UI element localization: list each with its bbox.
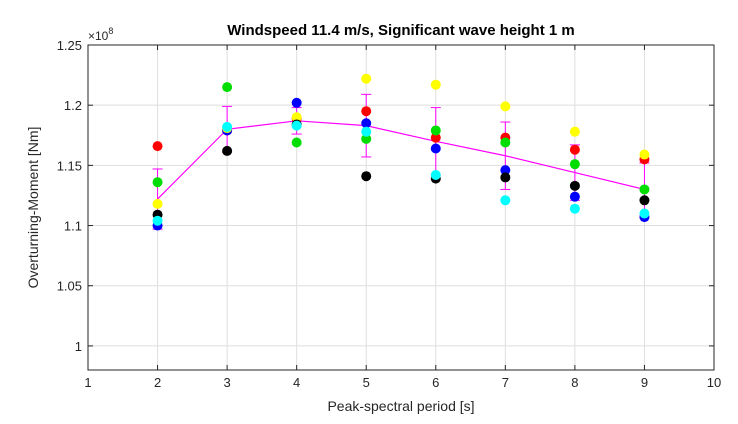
axes-box [87,44,715,371]
y-axis-label: Overturning-Moment [Nm] [25,127,41,289]
data-point [500,195,511,206]
data-point [569,191,580,202]
chart-title: Windspeed 11.4 m/s, Significant wave hei… [227,22,574,39]
data-point [152,215,163,226]
data-point [430,79,441,90]
data-point [500,165,511,176]
y-exponent-label: ×108 [88,26,113,43]
x-tick-label: 7 [502,375,509,390]
data-point [361,171,372,182]
data-point [152,177,163,188]
axes [87,44,715,371]
x-tick-label: 4 [293,375,300,390]
data-point [152,198,163,209]
data-point [361,118,372,129]
data-point [222,145,233,156]
data-point [222,121,233,132]
data-point [152,141,163,152]
data-point [291,137,302,148]
plot-area [88,45,714,370]
y-tick-label: 1.15 [57,158,82,173]
y-tick-label: 1.25 [57,38,82,53]
x-tick-label: 10 [707,375,721,390]
data-point [639,208,650,219]
data-point [361,133,372,144]
data-point [222,82,233,93]
data-point [430,143,441,154]
data-point [430,170,441,180]
data-point [569,180,580,191]
tick-labels: 1 2 3 4 5 6 7 8 9 10 1 1.05 1.1 1.15 1.2 1.25 [57,38,722,390]
data-point [639,195,650,206]
y-tick-label: 1.05 [57,279,82,294]
mean-line [157,120,645,200]
data-point [569,126,580,137]
x-tick-label: 2 [154,375,161,390]
data-points [152,73,650,231]
data-point [291,112,302,123]
data-point [291,120,302,131]
data-point [361,73,372,84]
y-tick-label: 1.1 [64,219,82,234]
x-tick-label: 3 [223,375,230,390]
data-point [639,184,650,195]
y-tick-label: 1.2 [64,98,82,113]
data-point [361,126,372,137]
grid [87,44,715,370]
data-point [291,97,302,108]
data-point [500,137,511,148]
y-tick-label: 1 [75,339,82,354]
data-point [500,101,511,112]
data-point [361,106,372,117]
data-point [569,159,580,170]
data-point [639,149,650,160]
data-point [500,172,511,183]
x-tick-label: 6 [432,375,439,390]
x-tick-label: 9 [641,375,648,390]
data-point [569,203,580,214]
x-tick-label: 5 [363,375,370,390]
data-point [569,144,580,155]
mean-line-group [157,120,645,200]
x-tick-label: 8 [571,375,578,390]
x-axis-label: Peak-spectral period [s] [327,398,474,414]
x-tick-label: 1 [84,375,91,390]
data-point [430,132,441,143]
data-point [430,125,441,136]
y-exponent-base: ×10 [88,29,109,43]
y-exponent-power: 8 [108,26,113,36]
